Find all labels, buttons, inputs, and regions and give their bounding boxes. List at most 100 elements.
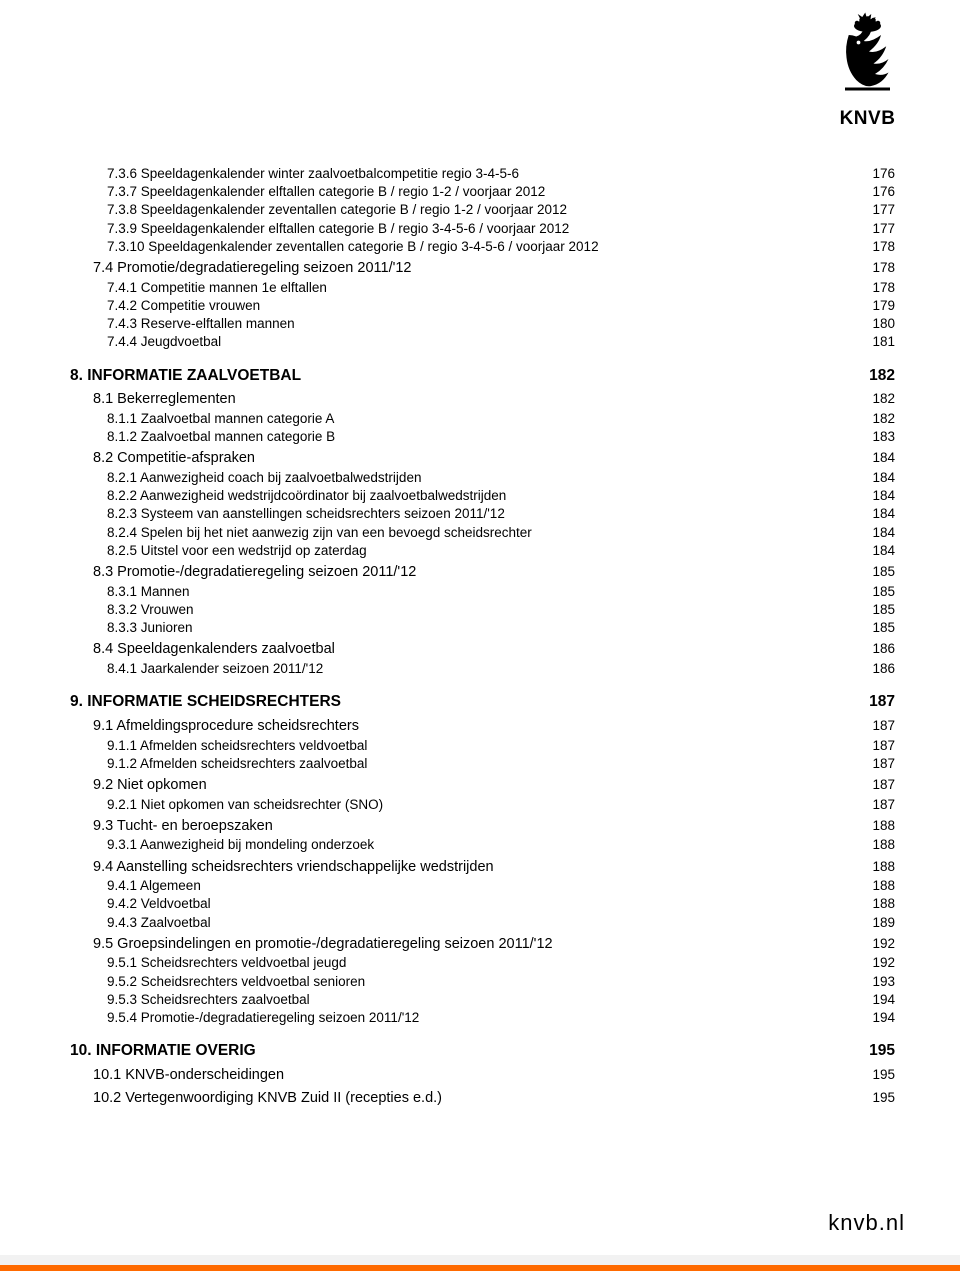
toc-entry-page: 176 — [872, 183, 895, 201]
toc-entry: 8.2.4 Spelen bij het niet aanwezig zijn … — [107, 524, 895, 542]
toc-entry: 9.5.4 Promotie-/degradatieregeling seizo… — [107, 1009, 895, 1027]
toc-entry: 9.5.3 Scheidsrechters zaalvoetbal194 — [107, 991, 895, 1009]
table-of-contents: 7.3.6 Speeldagenkalender winter zaalvoet… — [70, 165, 895, 1108]
toc-entry-label: 10.1 KNVB-onderscheidingen — [93, 1066, 284, 1086]
toc-entry-label: 10.2 Vertegenwoordiging KNVB Zuid II (re… — [93, 1089, 442, 1109]
toc-entry: 7.3.9 Speeldagenkalender elftallen categ… — [107, 220, 895, 238]
toc-entry: 8.3.2 Vrouwen 185 — [107, 601, 895, 619]
toc-entry-page: 185 — [872, 583, 895, 601]
toc-entry-label: 8.3.3 Junioren — [107, 619, 193, 637]
toc-entry-page: 182 — [869, 366, 895, 387]
toc-entry-page: 185 — [872, 601, 895, 619]
toc-entry-label: 7.4.3 Reserve-elftallen mannen — [107, 315, 295, 333]
toc-entry: 9.5.2 Scheidsrechters veldvoetbal senior… — [107, 973, 895, 991]
toc-entry: 10. INFORMATIE OVERIG195 — [70, 1041, 895, 1062]
brand-logo: KNVB — [830, 10, 905, 130]
toc-entry-label: 8.2.4 Spelen bij het niet aanwezig zijn … — [107, 524, 532, 542]
toc-entry-label: 8. INFORMATIE ZAALVOETBAL — [70, 366, 301, 387]
toc-entry-label: 7.3.7 Speeldagenkalender elftallen categ… — [107, 183, 545, 201]
toc-entry-page: 179 — [872, 297, 895, 315]
toc-entry: 9.4.3 Zaalvoetbal189 — [107, 914, 895, 932]
toc-entry-page: 187 — [872, 755, 895, 773]
toc-entry: 8.2.1 Aanwezigheid coach bij zaalvoetbal… — [107, 469, 895, 487]
toc-entry: 8.2.3 Systeem van aanstellingen scheidsr… — [107, 505, 895, 523]
toc-entry-page: 182 — [872, 390, 895, 408]
toc-entry: 7.3.8 Speeldagenkalender zeventallen cat… — [107, 201, 895, 219]
footer-accent-bar — [0, 1265, 960, 1271]
toc-entry-page: 187 — [872, 796, 895, 814]
toc-entry-page: 184 — [872, 505, 895, 523]
toc-entry: 9.5.1 Scheidsrechters veldvoetbal jeugd1… — [107, 954, 895, 972]
toc-entry: 9.4.2 Veldvoetbal 188 — [107, 895, 895, 913]
toc-entry-page: 187 — [869, 692, 895, 713]
toc-entry: 8.4 Speeldagenkalenders zaalvoetbal 186 — [93, 640, 895, 660]
toc-entry-label: 7.4.2 Competitie vrouwen — [107, 297, 260, 315]
toc-entry: 8.2 Competitie-afspraken184 — [93, 449, 895, 469]
toc-entry: 8.4.1 Jaarkalender seizoen 2011/'12186 — [107, 660, 895, 678]
toc-entry-page: 188 — [872, 858, 895, 876]
toc-entry-page: 194 — [872, 991, 895, 1009]
toc-entry-label: 9.5.1 Scheidsrechters veldvoetbal jeugd — [107, 954, 346, 972]
toc-entry-label: 9.1.2 Afmelden scheidsrechters zaalvoetb… — [107, 755, 367, 773]
toc-entry-label: 9.2 Niet opkomen — [93, 776, 207, 796]
toc-entry: 9. INFORMATIE SCHEIDSRECHTERS 187 — [70, 692, 895, 713]
toc-entry: 9.2 Niet opkomen 187 — [93, 776, 895, 796]
toc-entry-label: 8.3.1 Mannen — [107, 583, 190, 601]
footer-url: knvb.nl — [828, 1210, 905, 1236]
toc-entry-label: 7.4.4 Jeugdvoetbal — [107, 333, 221, 351]
toc-entry-label: 8.2.2 Aanwezigheid wedstrijdcoördinator … — [107, 487, 506, 505]
toc-entry: 9.4.1 Algemeen188 — [107, 877, 895, 895]
toc-entry-label: 8.2.1 Aanwezigheid coach bij zaalvoetbal… — [107, 469, 421, 487]
toc-entry: 9.1.2 Afmelden scheidsrechters zaalvoetb… — [107, 755, 895, 773]
toc-entry-label: 7.4.1 Competitie mannen 1e elftallen — [107, 279, 327, 297]
toc-entry-page: 195 — [869, 1041, 895, 1062]
toc-entry: 9.1 Afmeldingsprocedure scheidsrechters 1… — [93, 717, 895, 737]
toc-entry-label: 8.1.2 Zaalvoetbal mannen categorie B — [107, 428, 335, 446]
toc-entry-label: 9.1 Afmeldingsprocedure scheidsrechters — [93, 717, 359, 737]
toc-entry-page: 178 — [872, 238, 895, 256]
toc-entry-page: 181 — [872, 333, 895, 351]
toc-entry-label: 8.1 Bekerreglementen — [93, 390, 236, 410]
toc-entry-label: 8.2 Competitie-afspraken — [93, 449, 255, 469]
toc-entry-label: 8.2.5 Uitstel voor een wedstrijd op zate… — [107, 542, 367, 560]
toc-entry-label: 8.4 Speeldagenkalenders zaalvoetbal — [93, 640, 335, 660]
toc-entry-page: 187 — [872, 776, 895, 794]
toc-entry-page: 193 — [872, 973, 895, 991]
toc-entry-page: 188 — [872, 895, 895, 913]
toc-entry-label: 7.3.8 Speeldagenkalender zeventallen cat… — [107, 201, 567, 219]
toc-entry-label: 8.3.2 Vrouwen — [107, 601, 194, 619]
toc-entry-label: 9.4 Aanstelling scheidsrechters vriendsc… — [93, 858, 494, 878]
toc-entry: 8.3.3 Junioren185 — [107, 619, 895, 637]
toc-entry-page: 185 — [872, 563, 895, 581]
toc-entry: 7.4.1 Competitie mannen 1e elftallen178 — [107, 279, 895, 297]
toc-entry: 8.3 Promotie-/degradatieregeling seizoen… — [93, 563, 895, 583]
toc-entry-page: 180 — [872, 315, 895, 333]
toc-entry-label: 9.1.1 Afmelden scheidsrechters veldvoetb… — [107, 737, 367, 755]
toc-entry-page: 177 — [872, 201, 895, 219]
toc-entry-page: 184 — [872, 542, 895, 560]
toc-entry: 9.5 Groepsindelingen en promotie-/degrad… — [93, 935, 895, 955]
toc-entry: 8.1.2 Zaalvoetbal mannen categorie B183 — [107, 428, 895, 446]
toc-entry: 9.4 Aanstelling scheidsrechters vriendsc… — [93, 858, 895, 878]
toc-entry-label: 7.3.10 Speeldagenkalender zeventallen ca… — [107, 238, 599, 256]
toc-entry-label: 7.4 Promotie/degradatieregeling seizoen … — [93, 259, 412, 279]
toc-entry: 9.3 Tucht- en beroepszaken188 — [93, 817, 895, 837]
logo-text: KNVB — [830, 108, 905, 130]
toc-entry-page: 195 — [872, 1066, 895, 1084]
toc-entry-label: 9. INFORMATIE SCHEIDSRECHTERS — [70, 692, 341, 713]
toc-entry-label: 8.3 Promotie-/degradatieregeling seizoen… — [93, 563, 416, 583]
toc-entry-page: 187 — [872, 717, 895, 735]
toc-entry: 8. INFORMATIE ZAALVOETBAL 182 — [70, 366, 895, 387]
toc-entry-page: 186 — [872, 660, 895, 678]
lion-crown-icon — [830, 10, 905, 105]
toc-entry-page: 194 — [872, 1009, 895, 1027]
toc-entry-label: 9.5.4 Promotie-/degradatieregeling seizo… — [107, 1009, 419, 1027]
toc-entry: 8.2.5 Uitstel voor een wedstrijd op zate… — [107, 542, 895, 560]
toc-entry-label: 9.4.2 Veldvoetbal — [107, 895, 211, 913]
toc-entry-label: 9.4.1 Algemeen — [107, 877, 201, 895]
toc-entry-page: 195 — [872, 1089, 895, 1107]
toc-entry: 9.1.1 Afmelden scheidsrechters veldvoetb… — [107, 737, 895, 755]
toc-entry-page: 186 — [872, 640, 895, 658]
toc-entry-label: 7.3.6 Speeldagenkalender winter zaalvoet… — [107, 165, 519, 183]
toc-entry: 8.2.2 Aanwezigheid wedstrijdcoördinator … — [107, 487, 895, 505]
